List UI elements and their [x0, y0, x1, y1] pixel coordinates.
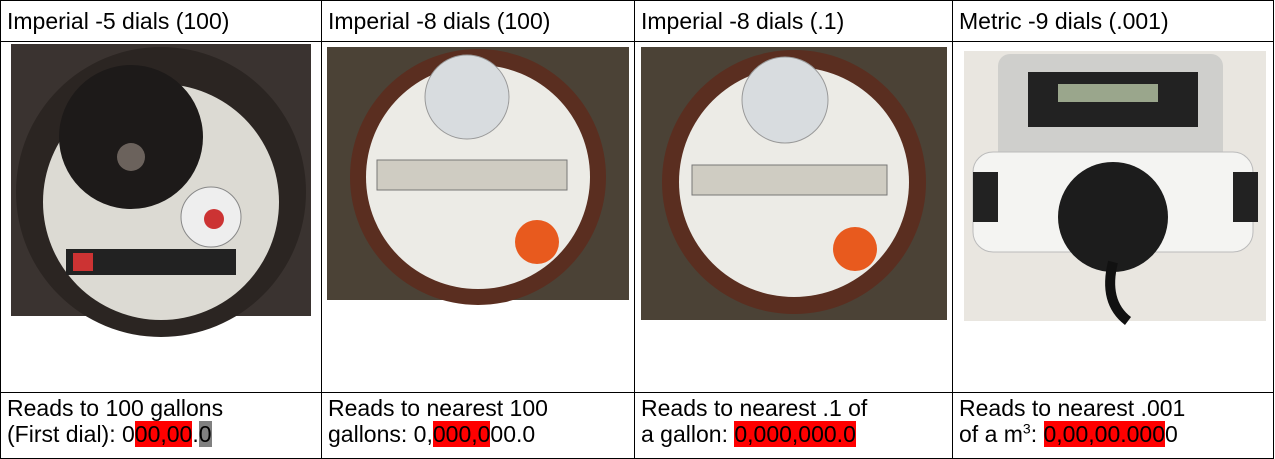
caption-text: 00.0 [490, 421, 535, 447]
meter-photo [1, 42, 322, 392]
caption-text: . [192, 421, 198, 447]
caption-line: a gallon: 0,000,000.0 [641, 421, 946, 447]
caption-text: : [1031, 421, 1044, 447]
highlighted-text: 000,0 [433, 421, 491, 447]
caption-text: gallons: 0, [328, 421, 433, 447]
meter-photo [322, 42, 635, 392]
caption-text: 3 [1023, 420, 1031, 436]
image-cell [1, 42, 322, 393]
caption-text: Reads to 100 gallons [7, 395, 223, 421]
highlighted-text: 0 [199, 421, 212, 447]
header-cell: Metric -9 dials (.001) [953, 1, 1274, 42]
meter-table: Imperial -5 dials (100) Imperial -8 dial… [0, 0, 1274, 459]
caption-line: Reads to nearest 100 [328, 395, 628, 421]
caption-text: Reads to nearest 100 [328, 395, 548, 421]
highlighted-text: 00,00 [135, 421, 193, 447]
caption-line: Reads to 100 gallons [7, 395, 315, 421]
image-cell [635, 42, 953, 393]
highlighted-text: 0,000,000.0 [734, 421, 856, 447]
header-cell: Imperial -8 dials (100) [322, 1, 635, 42]
caption-text: Reads to nearest .001 [959, 395, 1185, 421]
image-cell [953, 42, 1274, 393]
caption-text: of a m [959, 421, 1023, 447]
header-cell: Imperial -8 dials (.1) [635, 1, 953, 42]
caption-line: of a m3: 0,00,00.0000 [959, 421, 1267, 447]
header-cell: Imperial -5 dials (100) [1, 1, 322, 42]
caption-text: (First dial): 0 [7, 421, 135, 447]
caption-line: (First dial): 000,00.0 [7, 421, 315, 447]
meter-photo [635, 42, 953, 392]
caption-text: Reads to nearest .1 of [641, 395, 867, 421]
meter-photo [953, 42, 1274, 392]
caption-text: a gallon: [641, 421, 734, 447]
image-cell [322, 42, 635, 393]
caption-line: Reads to nearest .1 of [641, 395, 946, 421]
caption-line: gallons: 0,000,000.0 [328, 421, 628, 447]
caption-cell: Reads to 100 gallons(First dial): 000,00… [1, 393, 322, 459]
caption-line: Reads to nearest .001 [959, 395, 1267, 421]
caption-text: 0 [1165, 421, 1178, 447]
highlighted-text: 0,00,00.000 [1044, 421, 1166, 447]
